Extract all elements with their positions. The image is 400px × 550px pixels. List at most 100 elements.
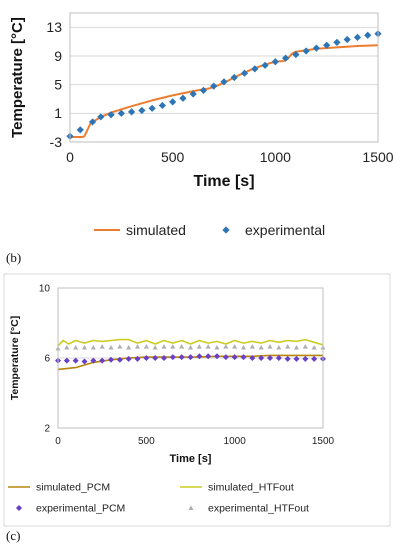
data-point-experimental — [240, 69, 249, 77]
legend-swatch-experimental — [222, 226, 230, 234]
data-point-experimental — [343, 35, 351, 44]
data-point-experimental-pcm — [275, 355, 282, 361]
data-point-experimental-htfout — [170, 344, 176, 349]
data-point-experimental-htfout — [285, 344, 291, 349]
data-point-experimental — [117, 109, 125, 117]
legend-label-experimental: experimental — [245, 222, 325, 238]
data-point-experimental-htfout — [161, 344, 167, 349]
data-point-experimental-htfout — [143, 344, 149, 349]
data-point-experimental — [292, 50, 300, 59]
data-point-experimental-pcm — [63, 357, 70, 364]
data-point-experimental — [302, 47, 310, 55]
panel-label-b: (b) — [6, 250, 21, 265]
data-point-experimental-htfout — [196, 344, 202, 349]
chart-1-legend: simulated experimental — [94, 222, 325, 238]
data-point-experimental — [169, 98, 177, 106]
legend-label-experimental-pcm: experimental_PCM — [36, 503, 125, 515]
data-point-experimental — [76, 126, 84, 134]
y-tick-label: 2 — [44, 424, 50, 435]
series-line-simulated-htfout — [57, 338, 324, 347]
x-tick-label: 1000 — [260, 149, 291, 165]
y-tick-label: 6 — [44, 354, 50, 365]
y-tick-label: 13 — [46, 19, 62, 35]
data-point-experimental-pcm — [284, 355, 291, 362]
data-point-experimental-pcm — [99, 357, 106, 364]
data-point-experimental — [148, 104, 156, 112]
data-point-experimental-htfout — [126, 344, 132, 350]
chart-1: -3 1 5 9 13 0 500 1000 1500 Time [s] Temperature… — [9, 12, 394, 238]
data-point-experimental — [353, 33, 362, 41]
data-point-experimental-pcm — [240, 354, 247, 361]
data-point-experimental-pcm — [196, 353, 203, 360]
data-point-experimental-pcm — [72, 357, 79, 364]
data-point-experimental-htfout — [179, 344, 185, 349]
data-point-experimental — [220, 78, 228, 86]
data-point-experimental — [179, 94, 187, 102]
legend-label-simulated-pcm: simulated_PCM — [36, 482, 110, 494]
data-point-experimental-htfout — [249, 344, 255, 349]
data-point-experimental-htfout — [187, 344, 194, 350]
data-point-experimental-htfout — [108, 344, 114, 350]
y-tick-label: 9 — [54, 48, 62, 64]
legend-swatch-experimental-pcm — [16, 505, 22, 511]
chart-2-ticks: 2 6 10 0 500 1000 1500 — [39, 284, 335, 448]
chart-2: 2 6 10 0 500 1000 1500 Time [s] Temperature [°… — [3, 273, 391, 527]
chart-1-series — [66, 30, 382, 140]
data-point-experimental — [138, 106, 146, 115]
data-point-experimental-htfout — [223, 344, 229, 349]
data-point-experimental-htfout — [152, 344, 158, 350]
data-point-experimental-htfout — [81, 344, 88, 350]
data-point-experimental-htfout — [134, 344, 141, 349]
panel-label-c: (c) — [6, 528, 20, 543]
data-point-experimental-pcm — [187, 354, 194, 361]
data-point-experimental-pcm — [293, 355, 300, 362]
y-tick-label: 5 — [54, 77, 62, 93]
legend-label-simulated-htfout: simulated_HTFout — [208, 482, 294, 494]
data-point-experimental-htfout — [117, 344, 123, 349]
data-point-experimental-pcm — [258, 355, 265, 361]
data-point-experimental-pcm — [81, 358, 88, 365]
data-point-experimental — [158, 101, 166, 110]
data-point-experimental-pcm — [143, 355, 150, 361]
x-tick-label: 500 — [161, 149, 185, 165]
x-tick-label: 0 — [55, 436, 61, 447]
y-tick-label: 1 — [54, 105, 62, 121]
data-point-experimental-htfout — [302, 344, 308, 349]
series-line-simulated — [70, 44, 379, 138]
data-point-experimental-pcm — [178, 354, 185, 361]
data-point-experimental — [364, 31, 372, 39]
data-point-experimental-pcm — [249, 355, 256, 361]
x-tick-label: 1000 — [224, 436, 247, 447]
y-tick-label: -3 — [50, 134, 63, 150]
data-point-experimental-pcm — [214, 353, 220, 360]
data-point-experimental — [282, 54, 290, 62]
data-point-experimental-htfout — [240, 344, 247, 350]
x-tick-label: 1500 — [312, 436, 335, 447]
data-point-experimental-pcm — [205, 353, 212, 360]
data-point-experimental-pcm — [161, 355, 167, 361]
data-point-experimental-htfout — [214, 344, 220, 350]
data-point-experimental-htfout — [276, 344, 282, 350]
data-point-experimental-htfout — [232, 344, 238, 349]
chart-2-plot-frame — [57, 287, 324, 429]
data-point-experimental — [230, 73, 238, 82]
x-tick-label: 500 — [138, 436, 155, 447]
data-point-experimental — [271, 58, 279, 66]
chart-2-x-axis-title: Time [s] — [170, 453, 212, 465]
x-tick-label: 0 — [66, 149, 74, 165]
data-point-experimental-pcm — [152, 355, 159, 361]
data-point-experimental-pcm — [267, 355, 273, 361]
y-tick-label: 10 — [39, 284, 51, 295]
legend-swatch-experimental-htfout — [188, 505, 194, 511]
data-point-experimental-pcm — [134, 355, 141, 362]
data-point-experimental-htfout — [64, 344, 70, 350]
data-point-experimental — [88, 118, 97, 126]
data-point-experimental — [323, 41, 331, 49]
data-point-experimental-htfout — [267, 344, 273, 349]
data-point-experimental-pcm — [108, 356, 114, 363]
data-point-experimental — [199, 86, 208, 94]
chart-2-series — [55, 338, 326, 371]
data-point-experimental — [210, 82, 218, 90]
data-point-experimental — [97, 113, 105, 121]
